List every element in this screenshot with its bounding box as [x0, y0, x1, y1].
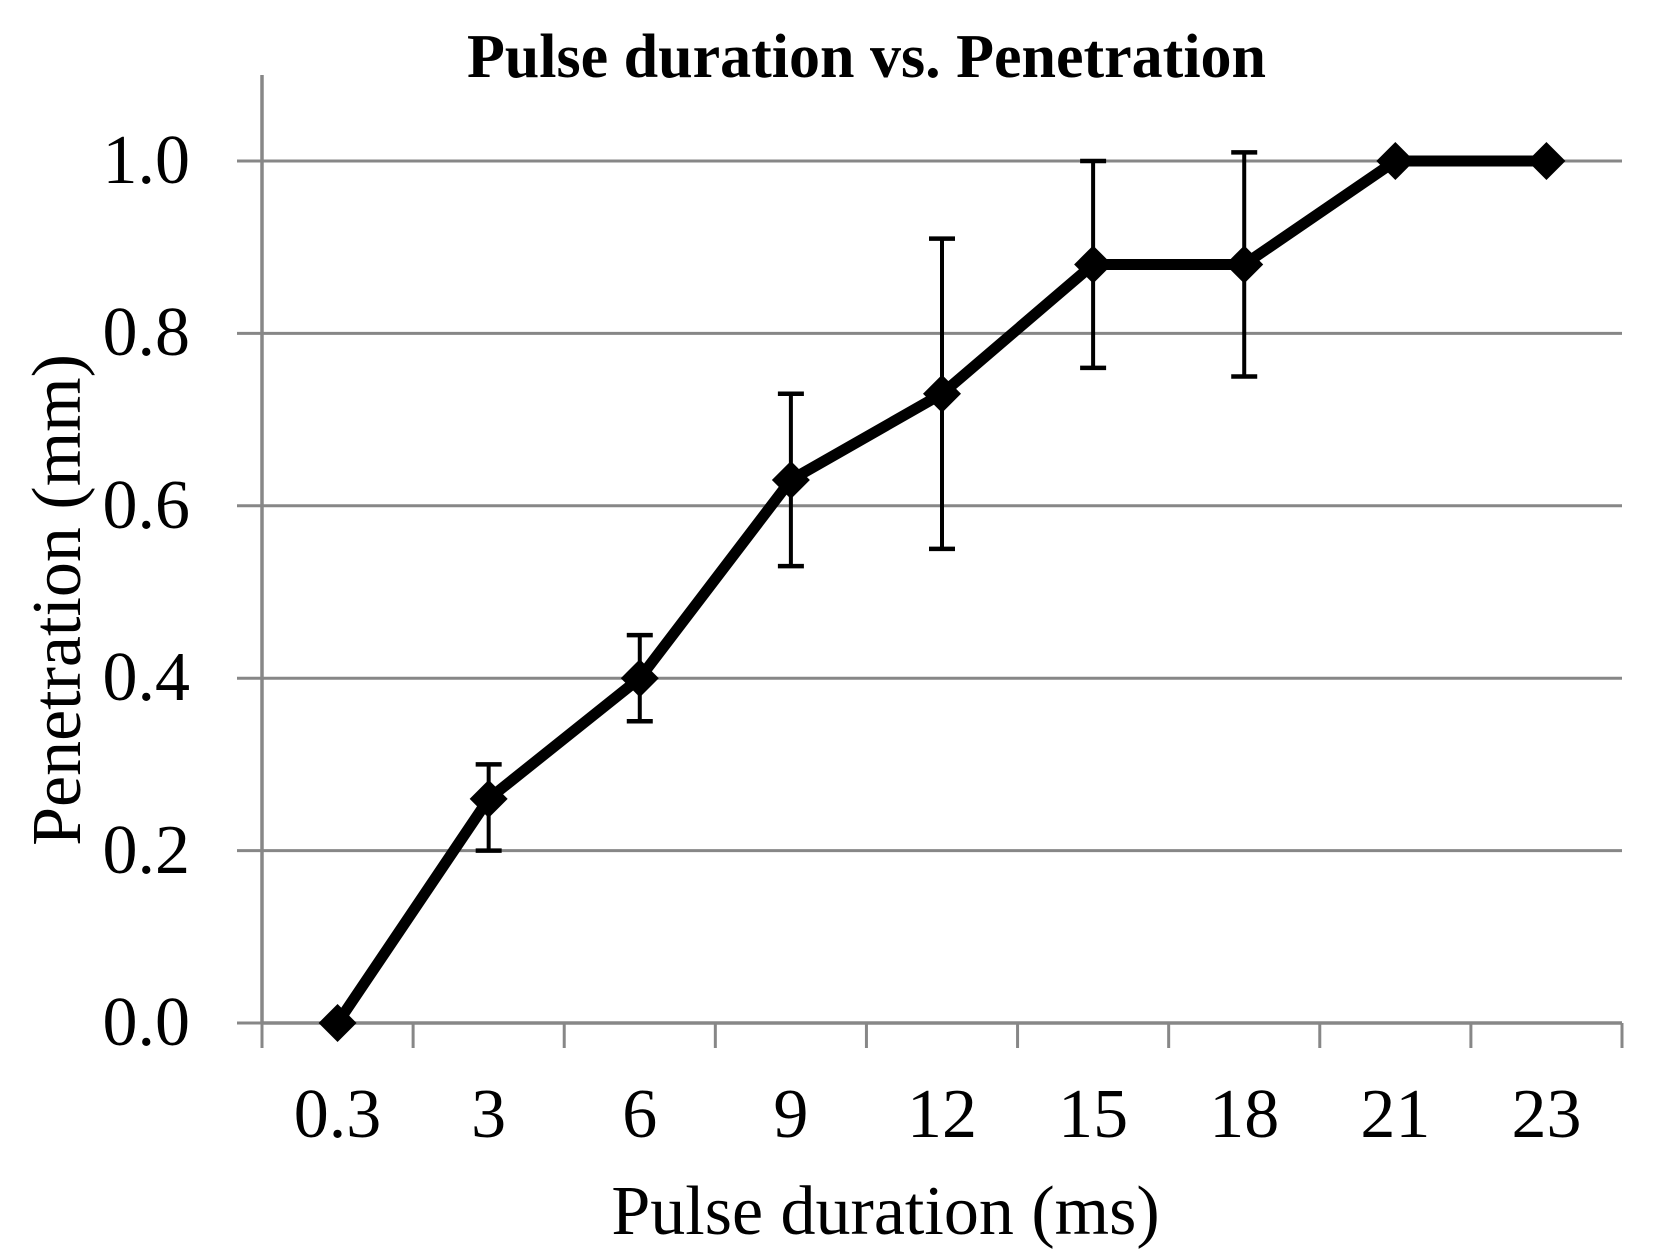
x-tick-label: 6: [622, 1076, 658, 1153]
x-tick-label: 0.3: [293, 1076, 382, 1153]
x-tick-label: 18: [1209, 1076, 1280, 1153]
y-tick-label: 0.0: [102, 984, 191, 1061]
x-tick-label: 12: [907, 1076, 977, 1153]
x-tick-label: 15: [1058, 1076, 1129, 1153]
data-point-marker: [1376, 142, 1415, 180]
y-tick-label: 0.8: [102, 294, 191, 372]
y-tick-label: 0.4: [102, 639, 191, 717]
data-point-marker: [1074, 245, 1113, 284]
y-tick-label: 0.6: [102, 466, 191, 544]
x-tick-label: 9: [773, 1076, 809, 1153]
x-tick-label: 21: [1360, 1076, 1431, 1153]
chart-title: Pulse duration vs. Penetration: [466, 23, 1267, 91]
data-point-marker: [318, 1004, 357, 1042]
data-point-marker: [469, 779, 508, 818]
x-tick-label: 23: [1511, 1076, 1582, 1153]
x-tick-label: 3: [471, 1076, 507, 1153]
data-point-marker: [1527, 142, 1566, 180]
x-axis-title: Pulse duration (ms): [611, 1173, 1160, 1250]
y-tick-label: 1.0: [102, 122, 191, 199]
data-point-marker: [620, 659, 659, 698]
data-point-marker: [923, 374, 961, 413]
data-point-marker: [1225, 245, 1264, 284]
data-point-marker: [771, 460, 810, 499]
y-tick-label: 0.2: [102, 811, 191, 889]
